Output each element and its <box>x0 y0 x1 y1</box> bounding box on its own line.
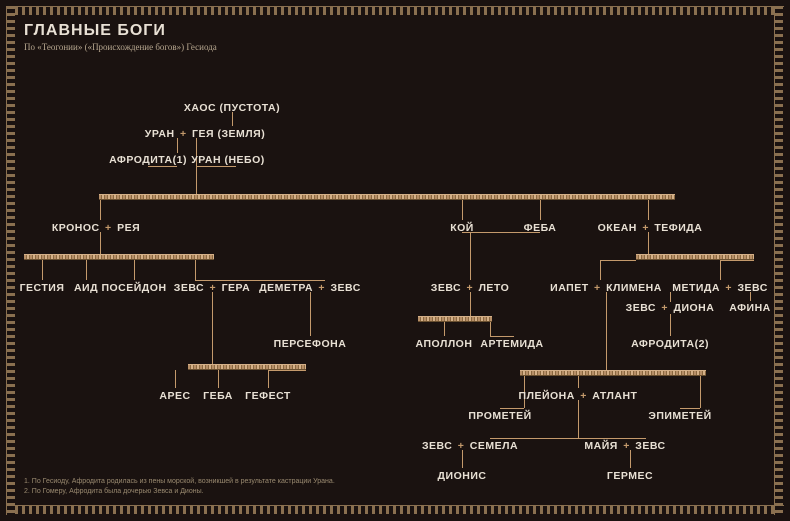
connector-line <box>462 200 463 220</box>
deity-node-metida-zeus: МЕТИДА + ЗЕВС <box>672 282 768 294</box>
deity-node-uran-sky: УРАН (НЕБО) <box>191 154 265 166</box>
connector-line <box>268 370 306 371</box>
deity-node-zeus-semela: ЗЕВС + СЕМЕЛА <box>422 440 518 452</box>
connector-line <box>212 292 213 364</box>
deity-node-zeus-diona: ЗЕВС + ДИОНА <box>626 302 715 314</box>
deity-node-apollon: АПОЛЛОН <box>416 338 473 350</box>
connector-line <box>177 138 178 153</box>
generation-bar <box>418 316 492 322</box>
connector-line <box>648 200 649 220</box>
deity-node-okean-tef: ОКЕАН + ТЕФИДА <box>598 222 703 234</box>
deity-node-maya-zeus: МАЙЯ + ЗЕВС <box>584 440 665 452</box>
deity-node-poseidon: ПОСЕЙДОН <box>101 282 166 294</box>
deity-node-geba: ГЕБА <box>203 390 233 402</box>
connector-line <box>578 376 579 388</box>
page-title: ГЛАВНЫЕ БОГИ <box>24 22 166 40</box>
connector-line <box>606 292 607 370</box>
deity-node-dionis: ДИОНИС <box>438 470 487 482</box>
connector-line <box>444 322 445 336</box>
deity-node-uran-gaia: УРАН + ГЕЯ (ЗЕМЛЯ) <box>145 128 265 140</box>
deity-node-koy: КОЙ <box>450 222 474 234</box>
connector-line <box>600 260 636 261</box>
connector-line <box>42 260 43 280</box>
connector-line <box>196 166 236 167</box>
connector-line <box>134 260 135 280</box>
connector-line <box>490 336 514 337</box>
deity-node-pleiona-atlant: ПЛЕЙОНА + АТЛАНТ <box>519 390 638 402</box>
connector-line <box>490 322 491 336</box>
deity-node-germes: ГЕРМЕС <box>607 470 653 482</box>
frame-left <box>6 6 16 515</box>
connector-line <box>670 314 671 336</box>
connector-line <box>100 200 101 220</box>
generation-bar <box>188 364 306 370</box>
deity-node-epimetey: ЭПИМЕТЕЙ <box>648 410 711 422</box>
connector-line <box>720 260 721 280</box>
deity-node-gefest: ГЕФЕСТ <box>245 390 291 402</box>
deity-node-ares: АРЕС <box>159 390 190 402</box>
connector-line <box>680 408 700 409</box>
connector-line <box>500 408 524 409</box>
connector-line <box>100 232 101 254</box>
connector-line <box>86 260 87 280</box>
frame-top <box>6 6 784 16</box>
connector-line <box>700 376 701 408</box>
frame-bottom <box>6 505 784 515</box>
deity-node-iapet-klimena: ИАПЕТ + КЛИМЕНА <box>550 282 662 294</box>
connector-line <box>462 450 463 468</box>
connector-line <box>310 292 311 336</box>
deity-node-afina: АФИНА <box>729 302 771 314</box>
deity-node-aphrodite1: АФРОДИТА(1) <box>109 154 187 166</box>
deity-node-feba: ФЕБА <box>524 222 557 234</box>
connector-line <box>470 232 471 280</box>
generation-bar <box>520 370 706 376</box>
connector-line <box>470 292 471 316</box>
deity-node-hestia: ГЕСТИЯ <box>20 282 65 294</box>
deity-node-zeus-leto: ЗЕВС + ЛЕТО <box>431 282 510 294</box>
generation-bar <box>24 254 214 260</box>
deity-node-chaos: ХАОС (ПУСТОТА) <box>184 102 280 114</box>
connector-line <box>670 292 671 302</box>
deity-node-aphrodite2: АФРОДИТА(2) <box>631 338 709 350</box>
connector-line <box>148 166 177 167</box>
deity-node-zeus-hera: ЗЕВС + ГЕРА <box>174 282 250 294</box>
connector-line <box>195 280 325 281</box>
connector-line <box>175 370 176 388</box>
footnote-1: 1. По Гесиоду, Афродита родилась из пены… <box>24 478 335 485</box>
connector-line <box>630 450 631 468</box>
footnote-2: 2. По Гомеру, Афродита была дочерью Зевс… <box>24 488 204 495</box>
generation-bar <box>99 194 675 200</box>
deity-node-persephone: ПЕРСЕФОНА <box>274 338 347 350</box>
deity-node-prometey: ПРОМЕТЕЙ <box>468 410 531 422</box>
connector-line <box>540 200 541 220</box>
deity-node-artemida: АРТЕМИДА <box>480 338 543 350</box>
connector-line <box>578 400 579 438</box>
connector-line <box>490 438 646 439</box>
connector-line <box>720 260 754 261</box>
deity-node-aid: АИД <box>74 282 98 294</box>
frame-right <box>774 6 784 515</box>
page-subtitle: По «Теогонии» («Происхождение богов») Ге… <box>24 42 217 52</box>
deity-node-kronos-rea: КРОНОС + РЕЯ <box>52 222 140 234</box>
generation-bar <box>636 254 754 260</box>
connector-line <box>648 232 649 254</box>
connector-line <box>232 112 233 126</box>
deity-node-demetra-zeus: ДЕМЕТРА + ЗЕВС <box>259 282 361 294</box>
connector-line <box>218 370 219 388</box>
connector-line <box>195 260 196 280</box>
connector-line <box>268 370 269 388</box>
connector-line <box>600 260 601 280</box>
